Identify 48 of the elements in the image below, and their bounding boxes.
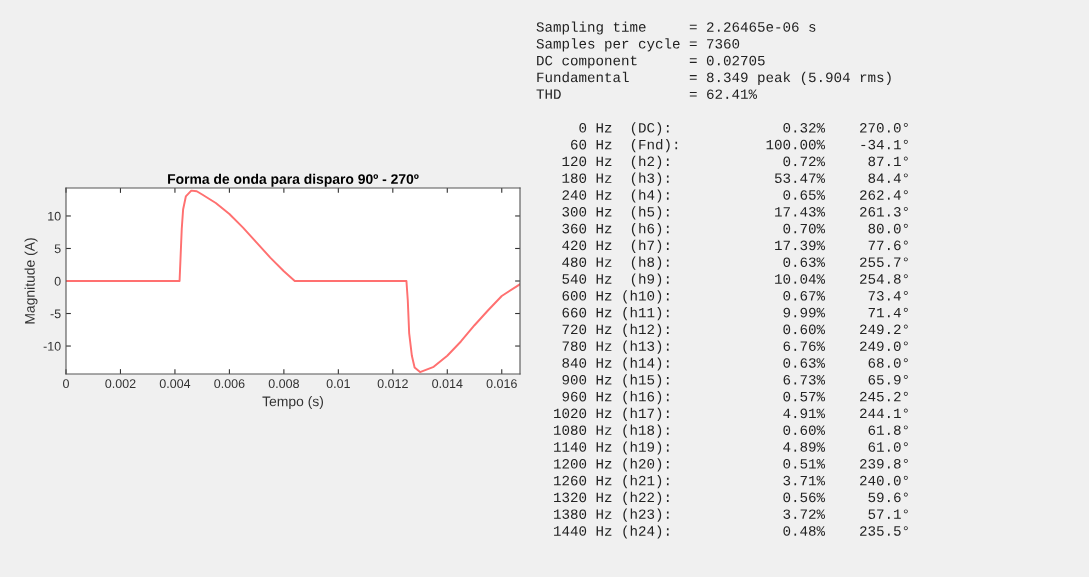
text: 1380 Hz (h23): 3.72% 57.1° — [554, 508, 908, 522]
x-tick-label: 0.004 — [159, 379, 191, 389]
text: 360 Hz (h6): 0.70% 80.0° — [562, 223, 908, 237]
text: 1260 Hz (h21): 3.71% 240.0° — [554, 475, 908, 489]
x-tick-label: 0.014 — [432, 379, 463, 389]
text: 180 Hz (h3): 53.47% 84.4° — [562, 172, 908, 186]
text: 1200 Hz (h20): 0.51% 239.8° — [554, 458, 908, 472]
text: 480 Hz (h8): 0.63% 255.7° — [562, 256, 908, 270]
y-tick-label: 5 — [54, 244, 61, 254]
text: 960 Hz (h16): 0.57% 245.2° — [562, 391, 908, 405]
text: 120 Hz (h2): 0.72% 87.1° — [562, 155, 908, 169]
text: THD = 62.41% — [536, 89, 758, 99]
x-tick-label: 0.006 — [214, 379, 245, 389]
y-tick-label: 10 — [48, 211, 61, 221]
line-series — [66, 189, 520, 374]
text: Samples per cycle = 7360 — [536, 38, 740, 52]
text: DC component = 0.02705 — [537, 55, 765, 69]
text: 0 Hz (DC): 0.32% 270.0° — [579, 122, 908, 136]
text: 900 Hz (h15): 6.73% 65.9° — [562, 374, 908, 388]
chart-title: Forma de onda para disparo 90º - 270º — [168, 173, 419, 187]
text: 780 Hz (h13): 6.76% 249.0° — [562, 340, 908, 354]
text: 1440 Hz (h24): 0.48% 235.5° — [554, 525, 908, 539]
x-tick-label: 0.012 — [377, 379, 408, 389]
y-axis-title: Magnitude (A) — [24, 238, 38, 324]
text: 300 Hz (h5): 17.43% 261.3° — [562, 206, 908, 220]
text: 720 Hz (h12): 0.60% 249.2° — [562, 323, 908, 337]
x-tick-label: 0.002 — [105, 379, 136, 389]
text: Fundamental = 8.349 peak (5.904 rms) — [537, 71, 891, 85]
text: 1140 Hz (h19): 4.89% 61.0° — [554, 441, 908, 455]
text: 240 Hz (h4): 0.65% 262.4° — [562, 189, 908, 203]
y-tick-label: -10 — [43, 341, 61, 351]
x-tick-label: 0.01 — [326, 379, 350, 389]
text: 600 Hz (h10): 0.67% 73.4° — [562, 290, 908, 304]
text: 1020 Hz (h17): 4.91% 244.1° — [554, 407, 908, 421]
text: 1080 Hz (h18): 0.60% 61.8° — [554, 424, 908, 438]
x-tick-label: 0 — [63, 379, 69, 389]
text: 420 Hz (h7): 17.39% 77.6° — [562, 239, 908, 253]
x-tick-label: 0.008 — [268, 379, 299, 389]
text: Sampling time = 2.26465e-06 s — [536, 21, 816, 35]
text: 660 Hz (h11): 9.99% 71.4° — [562, 307, 908, 321]
text: 840 Hz (h14): 0.63% 68.0° — [562, 357, 908, 371]
y-tick-label: -5 — [50, 309, 61, 319]
text: 60 Hz (Fnd): 100.00% -34.1° — [571, 139, 908, 153]
text: 1320 Hz (h22): 0.56% 59.6° — [554, 491, 908, 505]
text: 540 Hz (h9): 10.04% 254.8° — [562, 273, 908, 287]
x-axis-title: Tempo (s) — [262, 396, 324, 410]
x-tick-label: 0.016 — [486, 379, 517, 389]
y-tick-label: 0 — [54, 276, 61, 286]
